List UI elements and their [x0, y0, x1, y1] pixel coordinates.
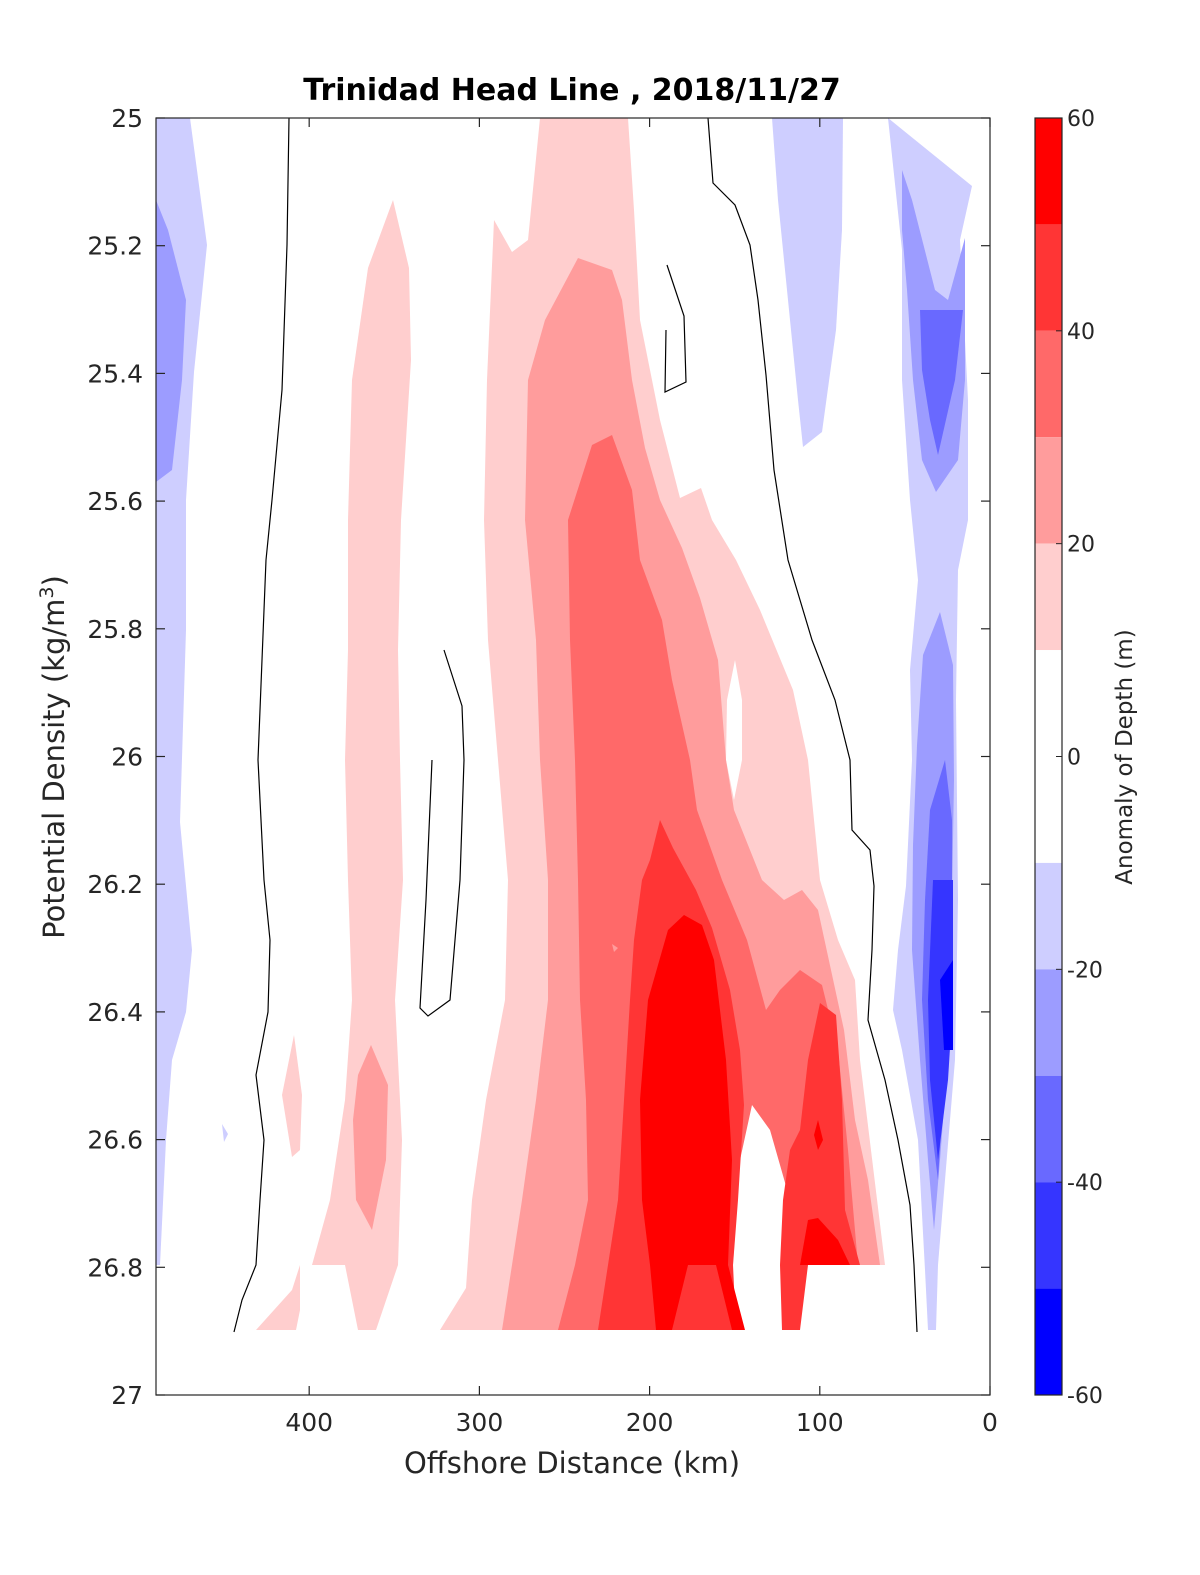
offshore-negative-band-20	[156, 200, 186, 482]
x-tick-label: 0	[982, 1408, 998, 1437]
nearshore-negative-30	[920, 310, 963, 455]
y-tick-label: 26.6	[87, 1126, 143, 1155]
secondary-positive-10b	[256, 1265, 300, 1330]
colorbar-tick-label: 60	[1067, 107, 1095, 132]
y-tick-label: 27	[111, 1381, 143, 1410]
main-positive-50c	[814, 1120, 823, 1150]
y-tick-label: 25.6	[87, 487, 143, 516]
y-tick-label: 25.2	[87, 232, 143, 261]
zero-contour-loop-upper	[664, 264, 687, 393]
x-axis: 400 300 200 100 0	[285, 118, 998, 1437]
x-tick-label: 100	[796, 1408, 844, 1437]
colorbar-tick-label: -40	[1067, 1171, 1103, 1196]
colorbar-swatch	[1035, 1288, 1062, 1395]
y-tick-label: 25.8	[87, 615, 143, 644]
zero-contour-nearshore	[707, 118, 918, 1333]
colorbar-tick-label: -20	[1067, 958, 1103, 983]
colorbar: 60 40 20 0 -20 -40 -60	[1034, 107, 1103, 1409]
y-tick-label: 26.4	[87, 998, 143, 1027]
colorbar-tick-label: 20	[1067, 533, 1095, 558]
zero-contour-offshore	[233, 118, 290, 1333]
x-tick-label: 200	[626, 1408, 674, 1437]
zero-contour-loop-mid	[419, 649, 465, 1017]
colorbar-swatch	[1035, 437, 1062, 544]
colorbar-swatch	[1035, 224, 1062, 331]
colorbar-swatch	[1035, 118, 1062, 225]
colorbar-swatch	[1035, 1182, 1062, 1289]
nearshore-negative-50	[940, 960, 953, 1050]
y-tick-label: 25.4	[87, 359, 143, 388]
y-axis-label-close: )	[37, 575, 71, 586]
y-tick-label: 25	[111, 104, 143, 133]
main-positive-fleck	[612, 944, 618, 952]
y-axis-label: Potential Density (kg/m3)	[36, 575, 71, 939]
colorbar-tick-label: 40	[1067, 320, 1095, 345]
colorbar-swatch	[1035, 862, 1062, 970]
y-tick-label: 26.2	[87, 870, 143, 899]
y-axis: 25 25.2 25.4 25.6 25.8 26 26.2 26.4 26.6 26.8 27	[87, 104, 990, 1410]
plot-area	[155, 117, 991, 1396]
colorbar-swatch	[1035, 330, 1062, 438]
secondary-positive-20	[353, 1045, 388, 1230]
y-tick-label: 26	[111, 743, 143, 772]
mid-negative-band-10	[772, 118, 843, 447]
colorbar-swatch	[1035, 1075, 1062, 1183]
main-positive-50	[640, 915, 745, 1330]
secondary-positive-10c	[282, 1035, 302, 1157]
nearshore-negative-40	[928, 880, 953, 1160]
colorbar-tick-label: 0	[1067, 746, 1081, 771]
colorbar-tick-label: -60	[1067, 1384, 1103, 1409]
colorbar-label: Anomaly of Depth (m)	[1112, 629, 1138, 884]
main-positive-50b	[800, 1218, 850, 1265]
colorbar-swatch	[1035, 969, 1062, 1076]
x-axis-label: Offshore Distance (km)	[404, 1446, 740, 1480]
y-axis-label-main: Potential Density (kg/m	[37, 599, 71, 939]
y-tick-label: 26.8	[87, 1253, 143, 1282]
x-tick-label: 300	[456, 1408, 504, 1437]
x-tick-label: 400	[285, 1408, 333, 1437]
main-positive-10-hole	[726, 660, 742, 800]
secondary-positive-10	[312, 200, 411, 1330]
contour-fills	[156, 118, 972, 1330]
zero-contour-lines	[233, 118, 918, 1333]
offshore-negative-fleck	[222, 1124, 228, 1142]
y-axis-label-superscript: 3	[36, 586, 58, 598]
chart-title: Trinidad Head Line , 2018/11/27	[303, 73, 840, 108]
colorbar-swatch	[1035, 543, 1062, 651]
